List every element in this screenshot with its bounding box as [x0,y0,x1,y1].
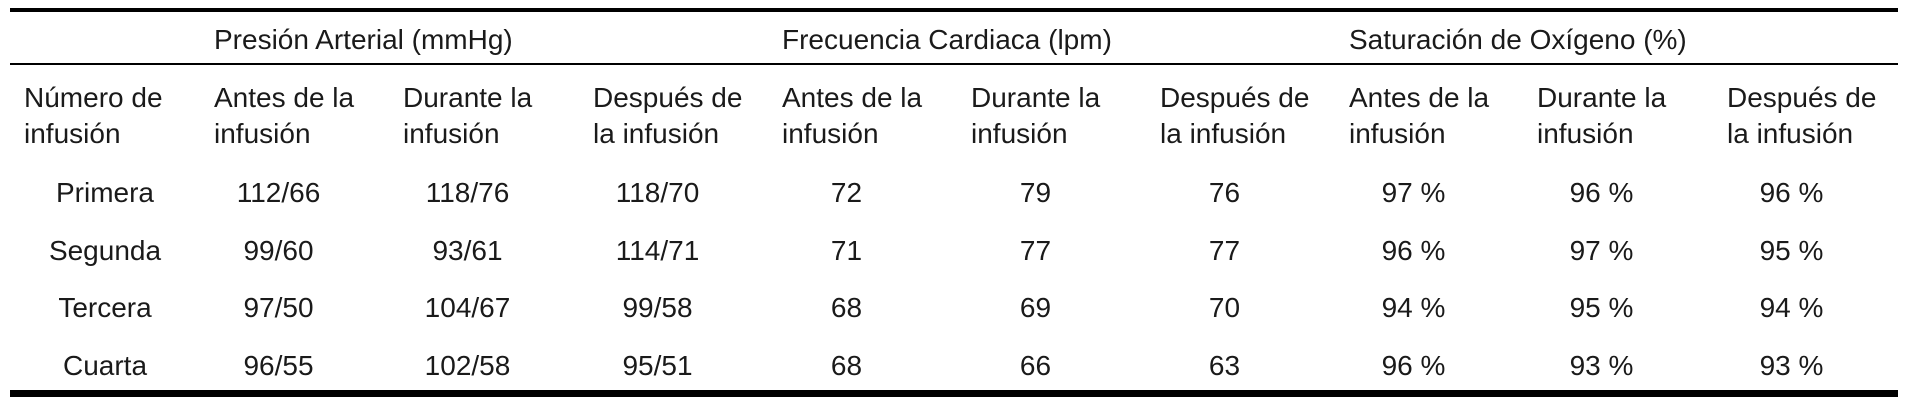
bottom-rule [10,390,1898,397]
row-label: Cuarta [62,350,148,381]
group-header: Presión Arterial (mmHg) [214,24,513,55]
table-cell: 118/76 [425,177,510,208]
row-label: Primera [55,177,154,208]
table-cell: 93/61 [432,235,503,266]
table-cell: 93 % [1569,350,1634,381]
table-cell: 72 [830,177,863,208]
top-rule [10,8,1898,12]
table-cell: 93 % [1759,350,1824,381]
table-cell: 102/58 [424,350,511,381]
column-header: Antes de la infusión [214,82,355,149]
column-header: Número de infusión [24,82,163,149]
table-cell: 70 [1208,292,1241,323]
table-cell: 97 % [1569,235,1634,266]
column-header: Durante la infusión [403,82,533,149]
table-cell: 69 [1019,292,1052,323]
table-cell: 94 % [1759,292,1824,323]
table-cell: 95 % [1569,292,1634,323]
table-cell: 97/50 [243,292,314,323]
table-cell: 96 % [1569,177,1634,208]
column-header: Después de la infusión [593,82,743,149]
table-cell: 95/51 [622,350,693,381]
table-cell: 77 [1019,235,1052,266]
header-rule [10,63,1898,65]
table-cell: 79 [1019,177,1052,208]
table-cell: 68 [830,350,863,381]
table-cell: 96 % [1381,350,1446,381]
column-header: Durante la infusión [1537,82,1667,149]
table-cell: 114/71 [615,235,700,266]
table-cell: 96 % [1759,177,1824,208]
table-cell: 96 % [1381,235,1446,266]
table-cell: 96/55 [243,350,314,381]
column-header: Antes de la infusión [782,82,923,149]
group-header: Saturación de Oxígeno (%) [1349,24,1687,55]
column-header: Durante la infusión [971,82,1101,149]
table-cell: 76 [1208,177,1241,208]
row-label: Tercera [58,292,152,323]
table-cell: 63 [1208,350,1241,381]
table-cell: 104/67 [424,292,511,323]
column-header: Antes de la infusión [1349,82,1490,149]
table-cell: 95 % [1759,235,1824,266]
row-label: Segunda [48,235,162,266]
table-cell: 112/66 [236,177,321,208]
column-header: Después de la infusión [1160,82,1310,149]
table-cell: 118/70 [615,177,700,208]
table-cell: 94 % [1381,292,1446,323]
table-cell: 77 [1208,235,1241,266]
group-header: Frecuencia Cardiaca (lpm) [782,24,1112,55]
table-cell: 99/60 [243,235,314,266]
column-header: Después de la infusión [1727,82,1877,149]
table-cell: 71 [830,235,863,266]
table-cell: 99/58 [622,292,693,323]
table-cell: 68 [830,292,863,323]
table-cell: 66 [1019,350,1052,381]
table-cell: 97 % [1381,177,1446,208]
